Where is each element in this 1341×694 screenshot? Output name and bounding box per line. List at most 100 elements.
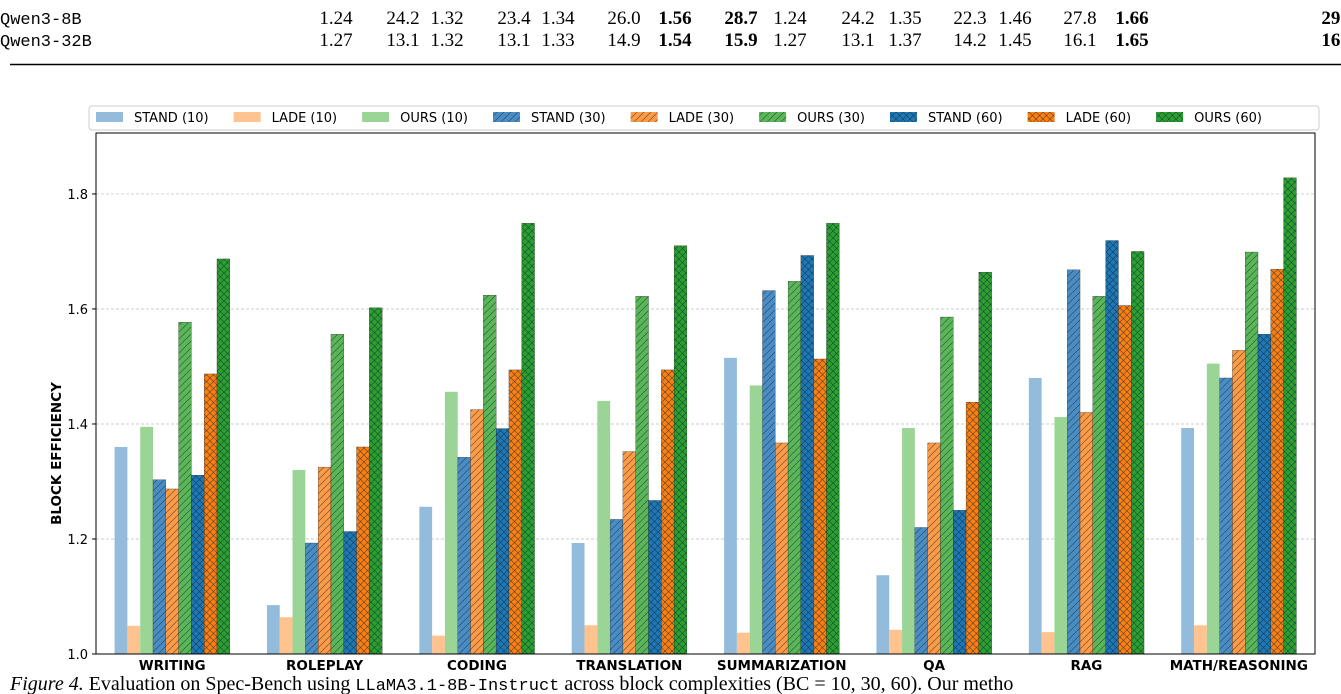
bar <box>787 281 802 655</box>
table-cell: 27.8 <box>1063 8 1096 29</box>
bar <box>470 409 484 655</box>
legend-label: LADE (10) <box>272 111 337 126</box>
table-cell: 16.1 <box>1063 30 1096 51</box>
bar <box>762 290 776 655</box>
table-cell: 28.7 <box>724 8 758 29</box>
y-tick-label: 1.4 <box>67 418 88 433</box>
table-cell: 1.32 <box>430 8 463 29</box>
bar <box>495 428 510 655</box>
caption: Figure 4. Evaluation on Spec-Bench using… <box>9 673 1013 694</box>
bar <box>165 488 179 655</box>
x-tick-label: WRITING <box>139 658 206 674</box>
x-tick-label: TRANSLATION <box>576 658 682 674</box>
bar <box>457 457 471 655</box>
table-cell: 14.9 <box>607 30 640 51</box>
bar <box>622 451 636 655</box>
x-tick-label: ROLEPLAY <box>286 658 363 674</box>
table-cell: 1.46 <box>998 8 1031 29</box>
bar <box>635 296 649 655</box>
legend-label: OURS (10) <box>400 111 468 126</box>
bar <box>724 357 737 654</box>
bar <box>813 358 827 655</box>
table-cell: 24.2 <box>841 8 874 29</box>
legend-label: STAND (30) <box>531 111 606 126</box>
bar <box>1257 334 1271 655</box>
caption-label: Figure 4. <box>9 673 84 694</box>
bar <box>292 469 306 654</box>
bar <box>216 258 230 655</box>
bar <box>127 625 141 654</box>
bar <box>826 223 840 655</box>
model-name: Qwen3-8B <box>0 11 82 30</box>
legend-swatch <box>1156 112 1184 122</box>
legend-label: OURS (30) <box>797 111 865 126</box>
bar <box>419 506 433 654</box>
bar <box>889 629 903 654</box>
table-cell: 1.32 <box>430 30 463 51</box>
table-cell: 1.27 <box>319 30 352 51</box>
table-cell: 24.2 <box>386 8 419 29</box>
bar <box>1232 350 1246 655</box>
bar <box>140 426 153 654</box>
legend-label: LADE (60) <box>1066 111 1131 126</box>
bar <box>673 245 688 655</box>
bar <box>1105 240 1119 655</box>
legend-label: LADE (30) <box>669 111 734 126</box>
x-tick-label: CODING <box>447 658 507 674</box>
bar <box>1067 269 1081 655</box>
table-cell: 13.1 <box>386 30 419 51</box>
bar <box>902 428 915 654</box>
bar <box>876 575 890 654</box>
bar <box>343 531 357 655</box>
bar <box>914 527 928 655</box>
table-cell: 23.4 <box>497 8 531 29</box>
x-tick-label: QA <box>923 658 945 674</box>
y-axis-label: BLOCK EFFICIENCY <box>49 382 65 525</box>
bar <box>1054 417 1068 654</box>
bar <box>279 617 293 654</box>
plot-frame <box>95 132 1316 655</box>
bar <box>1028 377 1042 654</box>
caption-code: LLaMA3.1-8B-Instruct <box>355 677 559 694</box>
table-cell: 1.65 <box>1115 30 1148 51</box>
bar <box>1181 428 1195 654</box>
bar <box>369 307 383 655</box>
legend: STAND (10) LADE (10) OURS (10) STAND (30) LA… <box>88 105 1320 131</box>
x-tick-label: SUMMARIZATION <box>717 658 847 674</box>
legend-swatch <box>759 112 787 122</box>
table-cell: 1.24 <box>319 8 353 29</box>
bar <box>483 295 497 655</box>
bar <box>965 401 980 655</box>
x-tick-label: MATH/REASONING <box>1170 658 1308 674</box>
model-name: Qwen3-32B <box>0 33 92 52</box>
caption-text: across block complexities (BC = 10, 30, … <box>564 673 1013 694</box>
bar <box>204 373 218 655</box>
chart: 1.0 1.2 1.4 1.6 1.8 BLOCK EFFICIENCY WRITING RO… <box>49 105 1320 674</box>
bar <box>978 272 992 655</box>
table-cell: 22.3 <box>953 8 986 29</box>
bar <box>953 510 967 655</box>
legend-swatch <box>630 112 658 122</box>
legend-swatch <box>96 112 123 122</box>
bar <box>661 369 675 655</box>
legend-label: STAND (10) <box>134 111 209 126</box>
y-tick-label: 1.6 <box>67 303 88 318</box>
table-cell: 1.45 <box>998 30 1031 51</box>
table-cell: 14.2 <box>953 30 986 51</box>
table-cell: 1.37 <box>888 30 921 51</box>
x-tick-label: RAG <box>1070 658 1102 674</box>
bar <box>1206 363 1220 654</box>
table-cell: 1.54 <box>658 30 692 51</box>
legend-swatch <box>492 112 520 122</box>
table-cell: 1.24 <box>773 8 807 29</box>
bar <box>356 446 370 655</box>
bar <box>775 442 789 655</box>
bar <box>1194 625 1207 654</box>
bar <box>1270 269 1284 655</box>
bar <box>521 223 535 655</box>
bar <box>178 322 192 655</box>
bar <box>800 255 814 655</box>
y-tick-label: 1.8 <box>67 188 88 203</box>
table: Qwen3-8B 1.24 24.2 1.32 23.4 1.34 26.0 1.56 28.7… <box>0 8 1341 52</box>
